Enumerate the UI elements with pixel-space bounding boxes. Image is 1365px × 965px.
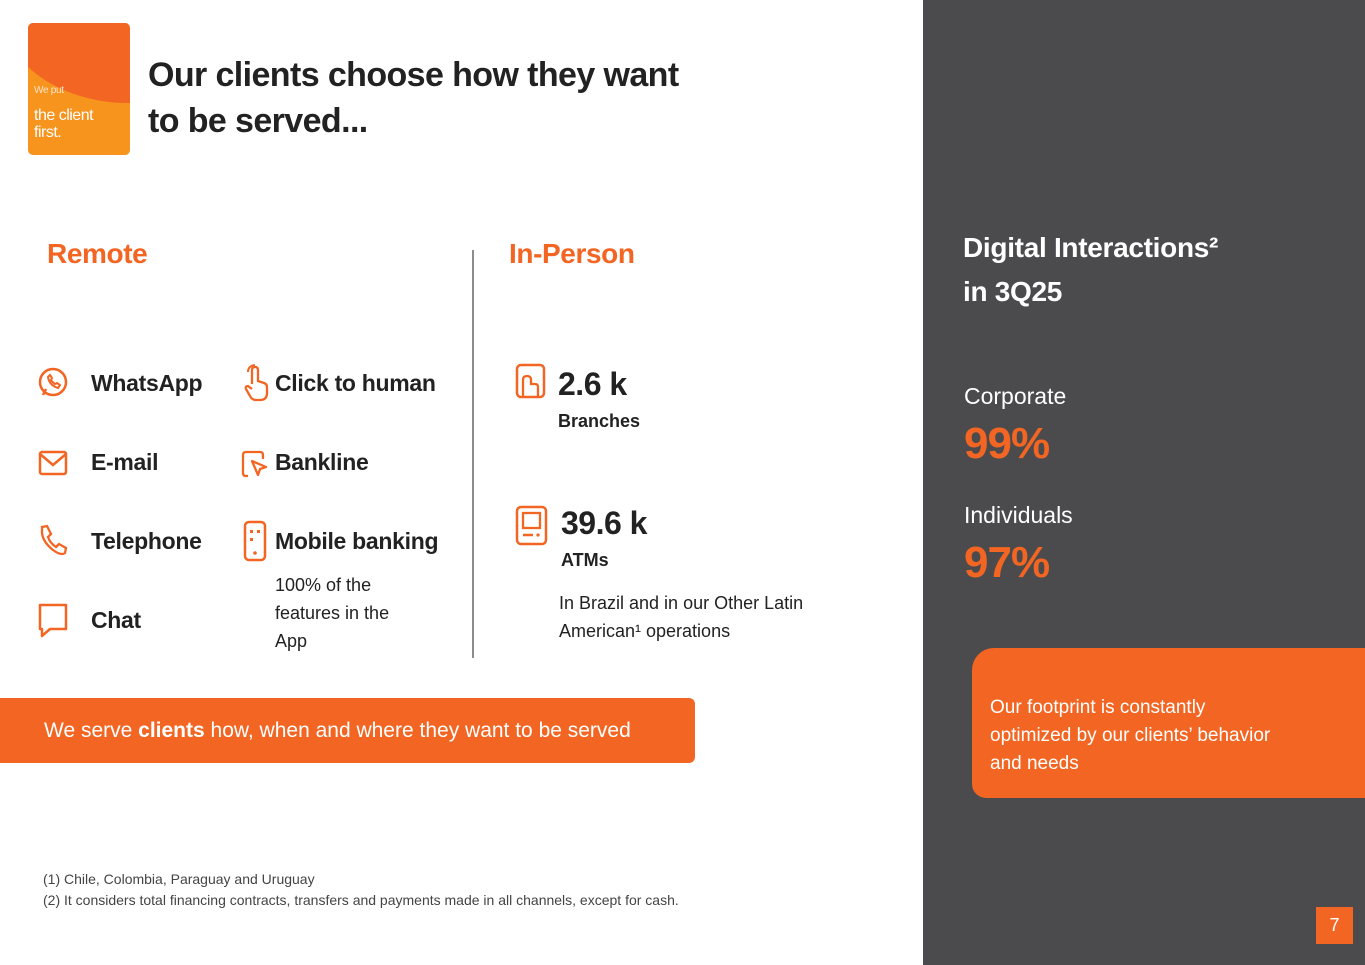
hand-pointer-icon <box>240 364 272 402</box>
brand-logo: We put the client first. <box>28 23 130 155</box>
channel-telephone: Telephone <box>37 522 202 560</box>
branches-label: Branches <box>558 411 641 431</box>
individuals-value: 97% <box>964 538 1050 587</box>
branch-icon <box>514 362 546 400</box>
section-divider <box>472 250 474 658</box>
footnote-2: (2) It considers total financing contrac… <box>43 892 679 908</box>
tagline-banner: We serve clients how, when and where the… <box>0 698 695 763</box>
page-number: 7 <box>1316 907 1353 944</box>
in-person-heading: In-Person <box>509 238 635 269</box>
branches-value: 2.6 k <box>558 366 627 402</box>
footnote-1: (1) Chile, Colombia, Paraguay and Urugua… <box>43 871 315 887</box>
atms-value: 39.6 k <box>561 505 647 541</box>
logo-tagline: the client first. <box>34 107 94 141</box>
channel-mobile-banking: Mobile banking <box>240 520 439 562</box>
individuals-label: Individuals <box>964 502 1073 528</box>
mobile-icon <box>240 520 272 562</box>
in-person-note: In Brazil and in our Other Latin America… <box>559 593 804 641</box>
logo-tagline-small: We put <box>34 85 64 96</box>
channel-whatsapp: WhatsApp <box>37 364 203 402</box>
mail-icon <box>37 443 69 481</box>
whatsapp-icon <box>37 364 69 402</box>
channel-email: E-mail <box>37 443 159 481</box>
atms-label: ATMs <box>561 550 609 570</box>
cursor-click-icon <box>240 443 272 481</box>
channel-bankline: Bankline <box>240 443 369 481</box>
corporate-label: Corporate <box>964 383 1067 409</box>
footprint-callout: Our footprint is constantly optimized by… <box>972 648 1365 798</box>
chat-icon <box>37 601 69 639</box>
digital-interactions-panel: Digital Interactions² in 3Q25 Corporate … <box>923 0 1365 965</box>
channel-chat: Chat <box>37 601 141 639</box>
channel-click-to-human: Click to human <box>240 364 436 402</box>
panel-heading: Digital Interactions² in 3Q25 <box>963 232 1219 307</box>
mobile-banking-note: 100% of the features in the App <box>275 575 390 651</box>
atm-icon <box>514 504 550 548</box>
corporate-value: 99% <box>964 419 1050 468</box>
remote-heading: Remote <box>47 238 148 269</box>
phone-icon <box>37 522 69 560</box>
page-title: Our clients choose how they want to be s… <box>148 56 679 140</box>
